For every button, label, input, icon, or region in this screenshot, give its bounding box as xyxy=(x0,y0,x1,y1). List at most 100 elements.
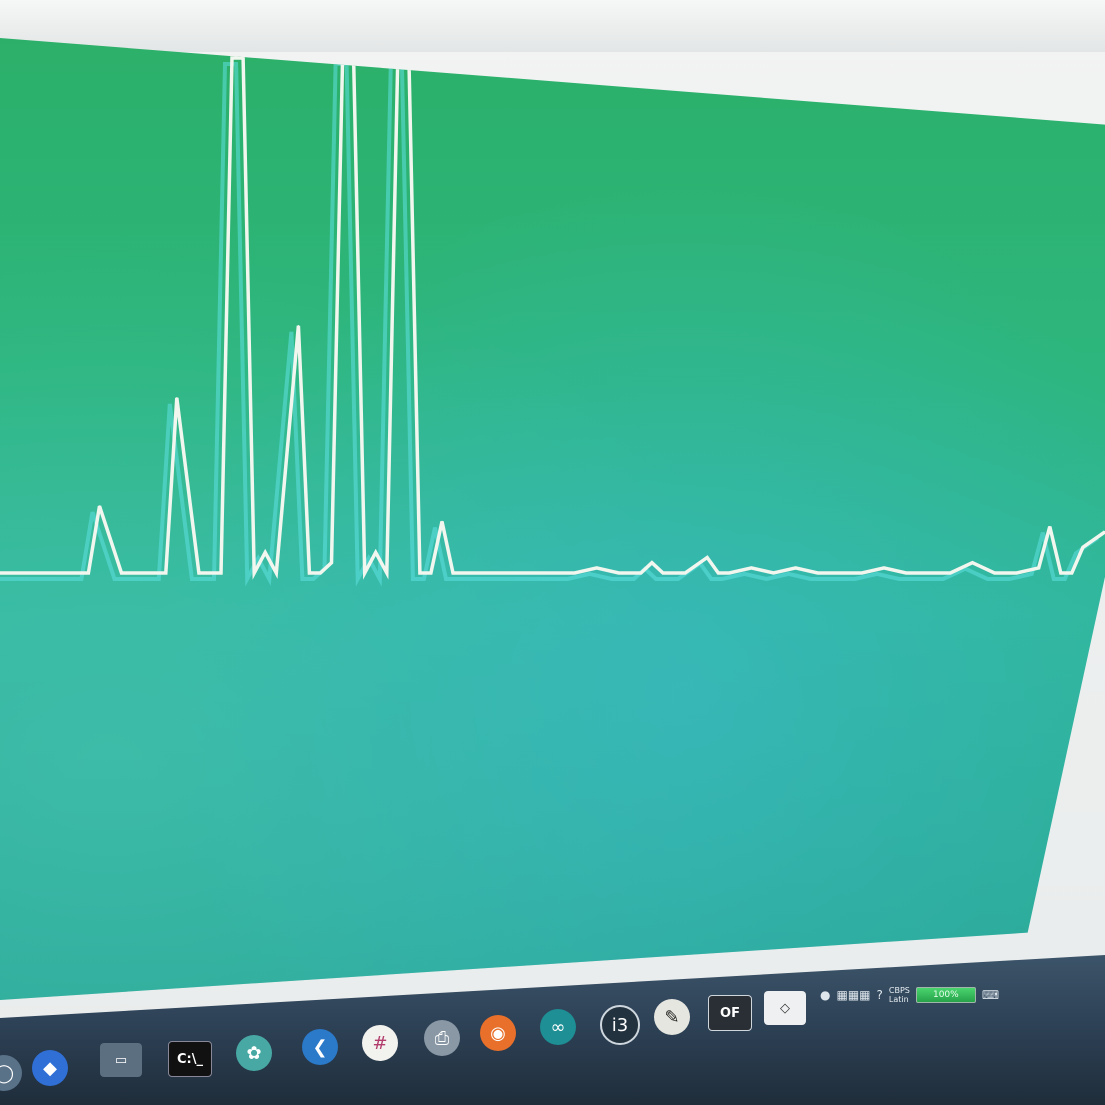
signal-point-41 xyxy=(562,572,565,574)
signal-point-3 xyxy=(87,572,90,574)
signal-point-20 xyxy=(330,561,333,564)
plot-area xyxy=(0,38,1105,1000)
signal-point-9 xyxy=(198,572,200,574)
signal-point-15 xyxy=(275,572,278,574)
signal-point-28 xyxy=(419,572,421,574)
of-label: OF xyxy=(720,1005,740,1021)
signal-point-54 xyxy=(794,567,797,569)
arduino-icon[interactable]: ∞ xyxy=(540,1009,576,1045)
signal-point-47 xyxy=(662,572,664,574)
signal-point-38 xyxy=(529,572,532,574)
i3-icon[interactable]: i3 xyxy=(600,1005,640,1045)
signal-point-37 xyxy=(518,572,521,574)
signal-point-59 xyxy=(905,572,907,574)
tool-icon[interactable]: ✿ xyxy=(236,1035,272,1071)
signal-point-65 xyxy=(1037,567,1040,569)
signal-point-36 xyxy=(507,572,510,574)
signal-point-27 xyxy=(408,57,410,59)
signal-point-62 xyxy=(971,561,974,564)
signal-point-50 xyxy=(717,572,720,574)
signal-point-49 xyxy=(706,556,708,559)
signal-point-11 xyxy=(231,57,233,59)
signal-point-39 xyxy=(540,572,543,574)
signal-point-53 xyxy=(772,572,775,574)
system-tray: ● ▦▦▦ ? CBPS Latin 100% ⌨ xyxy=(820,975,1105,1015)
terminal-icon[interactable]: C:\_ xyxy=(168,1041,212,1077)
signal-point-19 xyxy=(319,572,322,574)
signal-point-14 xyxy=(264,551,267,554)
keyboard-icon[interactable]: ⌨ xyxy=(981,988,1000,1002)
computer-icon[interactable]: ▭ xyxy=(100,1043,142,1077)
i3-label: i3 xyxy=(611,1014,629,1036)
signal-point-16 xyxy=(286,448,289,451)
lang-bottom: Latin xyxy=(888,995,909,1004)
signal-point-23 xyxy=(363,572,366,574)
signal-point-2 xyxy=(65,572,68,574)
signal-point-67 xyxy=(1060,572,1062,574)
signal-point-6 xyxy=(142,572,145,574)
signal-point-33 xyxy=(474,572,476,574)
signal-point-69 xyxy=(1082,546,1084,549)
notification-icon[interactable]: ● xyxy=(820,988,831,1002)
inkscape-icon[interactable]: ✎ xyxy=(654,999,690,1035)
openframeworks-icon[interactable]: OF xyxy=(708,995,752,1031)
signal-point-25 xyxy=(385,572,388,574)
signal-point-10 xyxy=(220,572,222,574)
signal-point-26 xyxy=(397,57,399,59)
signal-point-61 xyxy=(949,572,952,574)
vscode-icon[interactable]: ❮ xyxy=(302,1029,338,1065)
lang-top: CBPS xyxy=(888,986,910,995)
signal-point-13 xyxy=(253,572,255,574)
signal-point-52 xyxy=(750,567,753,569)
window-frame xyxy=(0,0,1105,52)
dropbox-icon[interactable]: ◆ xyxy=(32,1050,68,1086)
signal-point-0 xyxy=(0,572,1,574)
signal-point-1 xyxy=(32,572,34,574)
signal-point-18 xyxy=(308,572,311,574)
signal-point-48 xyxy=(684,572,686,574)
signal-point-29 xyxy=(430,572,432,574)
signal-point-46 xyxy=(651,561,653,564)
signal-point-56 xyxy=(839,572,841,574)
signal-point-58 xyxy=(883,567,885,569)
battery-indicator[interactable]: 100% xyxy=(915,987,976,1003)
signal-point-17 xyxy=(297,325,300,327)
battery-label: 100% xyxy=(932,990,959,1000)
signal-point-43 xyxy=(595,567,598,569)
signal-point-66 xyxy=(1048,525,1051,528)
signal-point-5 xyxy=(120,572,123,574)
signal-point-4 xyxy=(98,505,101,507)
waveform-chart xyxy=(0,56,1105,587)
signal-point-21 xyxy=(341,57,344,59)
firefox-icon[interactable]: ◉ xyxy=(480,1015,516,1051)
signal-point-51 xyxy=(728,572,731,574)
signal-point-68 xyxy=(1071,572,1073,574)
unity-icon[interactable]: ◇ xyxy=(764,991,806,1025)
signal-ghost-trace xyxy=(0,62,1100,587)
help-icon[interactable]: ? xyxy=(876,988,883,1002)
signal-point-7 xyxy=(164,572,167,574)
signal-point-64 xyxy=(1015,572,1018,574)
signal-point-45 xyxy=(640,572,642,574)
signal-point-30 xyxy=(441,520,443,523)
signal-point-60 xyxy=(927,572,929,574)
signal-point-63 xyxy=(993,572,996,574)
signal-point-32 xyxy=(463,572,465,574)
signal-point-55 xyxy=(816,572,819,574)
signal-point-8 xyxy=(176,397,178,399)
tray-apps-icon[interactable]: ▦▦▦ xyxy=(836,988,871,1002)
signal-point-12 xyxy=(242,57,244,59)
signal-point-44 xyxy=(618,572,620,574)
signal-point-24 xyxy=(374,551,377,554)
language-indicator[interactable]: CBPS Latin xyxy=(889,986,910,1004)
slack-icon[interactable]: # xyxy=(362,1025,398,1061)
signal-point-57 xyxy=(861,572,863,574)
printer-icon[interactable]: ⎙ xyxy=(424,1020,460,1056)
terminal-label: C:\_ xyxy=(177,1051,203,1067)
start-orb-icon[interactable]: ◯ xyxy=(0,1055,22,1091)
signal-point-34 xyxy=(485,572,488,574)
signal-point-42 xyxy=(573,572,576,574)
signal-point-40 xyxy=(551,572,554,574)
signal-point-31 xyxy=(452,572,454,574)
